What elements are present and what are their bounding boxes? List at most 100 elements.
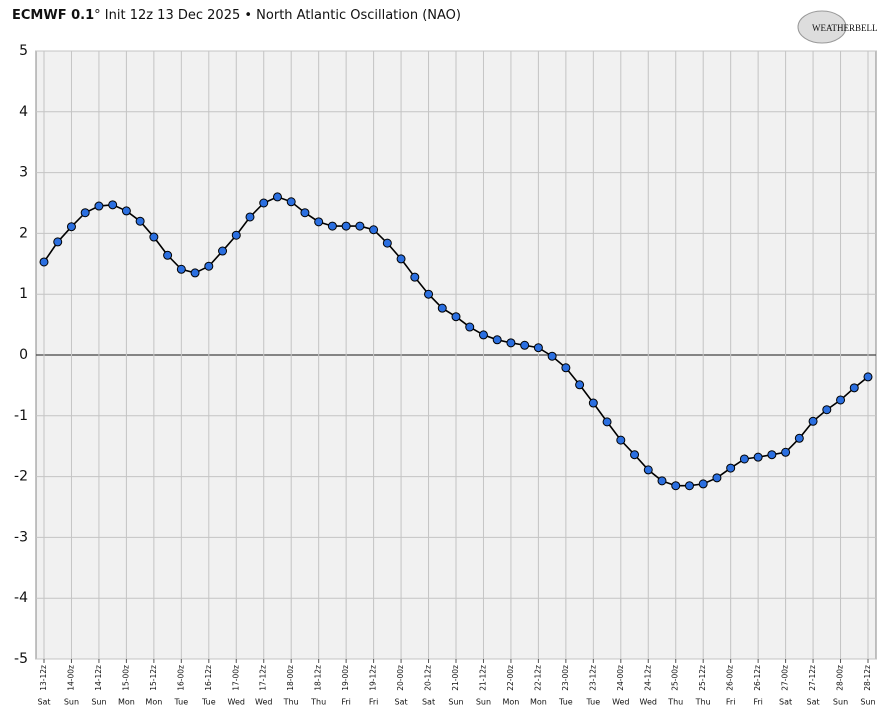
x-tick-label: 28-00z	[836, 665, 845, 691]
day-label: Mon	[145, 698, 162, 707]
data-point	[286, 197, 296, 207]
data-point	[863, 372, 873, 382]
x-tick-label: 20-00z	[396, 665, 405, 691]
x-tick-label: 14-12z	[94, 665, 103, 691]
y-tick-label: 3	[19, 165, 28, 181]
day-label: Tue	[585, 698, 600, 707]
data-point	[272, 192, 282, 202]
data-point	[822, 405, 832, 415]
data-point	[204, 261, 214, 271]
x-tick-label: 13-12z	[39, 665, 48, 691]
day-label: Mon	[502, 698, 519, 707]
x-tick-label: 25-12z	[698, 665, 707, 691]
x-tick-label: 22-12z	[533, 665, 542, 691]
day-label: Tue	[173, 698, 188, 707]
day-label: Sat	[37, 698, 50, 707]
x-tick-label: 21-12z	[478, 665, 487, 691]
data-point	[836, 395, 846, 405]
day-label: Sat	[395, 698, 408, 707]
day-label: Sun	[91, 698, 106, 707]
data-point	[465, 322, 475, 332]
data-point	[245, 212, 255, 222]
day-label: Wed	[228, 698, 245, 707]
day-label: Tue	[558, 698, 573, 707]
day-label: Mon	[118, 698, 135, 707]
day-label: Fri	[341, 698, 351, 707]
day-label: Thu	[283, 698, 299, 707]
data-point	[396, 254, 406, 264]
day-label: Mon	[530, 698, 547, 707]
chart-title: ECMWF 0.1° Init 12z 13 Dec 2025 • North …	[12, 8, 461, 23]
data-point	[808, 416, 818, 426]
day-label: Wed	[640, 698, 657, 707]
data-point	[547, 351, 557, 361]
data-point	[753, 452, 763, 462]
data-point	[355, 221, 365, 231]
x-tick-label: 27-00z	[781, 665, 790, 691]
x-tick-label: 23-12z	[588, 665, 597, 691]
data-point	[39, 257, 49, 267]
day-label: Sun	[448, 698, 463, 707]
logo-mark	[797, 10, 847, 44]
x-tick-label: 22-00z	[506, 665, 515, 691]
x-tick-label: 25-00z	[671, 665, 680, 691]
data-point	[616, 435, 626, 445]
data-point	[424, 289, 434, 299]
x-tick-label: 15-12z	[149, 665, 158, 691]
data-point	[506, 338, 516, 348]
data-point	[314, 217, 324, 227]
data-point	[259, 198, 269, 208]
y-tick-label: 2	[19, 225, 28, 241]
x-tick-label: 17-00z	[231, 665, 240, 691]
day-label: Sat	[807, 698, 820, 707]
data-point	[163, 250, 173, 260]
y-tick-label: 4	[19, 104, 28, 120]
data-point	[94, 201, 104, 211]
day-label: Thu	[667, 698, 683, 707]
y-tick-label: 5	[19, 43, 28, 59]
data-point	[698, 479, 708, 489]
x-tick-label: 23-00z	[561, 665, 570, 691]
day-label: Sun	[476, 698, 491, 707]
x-tick-label: 26-00z	[726, 665, 735, 691]
x-tick-label: 16-12z	[204, 665, 213, 691]
x-tick-label: 20-12z	[424, 665, 433, 691]
day-label: Fri	[369, 698, 379, 707]
day-label: Thu	[310, 698, 326, 707]
y-tick-label: 0	[19, 347, 28, 363]
x-tick-label: 27-12z	[808, 665, 817, 691]
data-point	[643, 465, 653, 475]
x-tick-label: 19-12z	[369, 665, 378, 691]
data-point	[739, 454, 749, 464]
data-point	[726, 463, 736, 473]
x-tick-label: 24-12z	[643, 665, 652, 691]
data-point	[684, 481, 694, 491]
title-model: ECMWF 0.1	[12, 8, 94, 23]
data-point	[218, 246, 228, 256]
data-point	[190, 268, 200, 278]
data-point	[53, 237, 63, 247]
day-label: Sun	[64, 698, 79, 707]
x-tick-label: 18-00z	[286, 665, 295, 691]
x-tick-label: 14-00z	[66, 665, 75, 691]
day-label: Sun	[833, 698, 848, 707]
day-label: Fri	[753, 698, 763, 707]
data-point	[410, 272, 420, 282]
x-tick-label: 15-00z	[121, 665, 130, 691]
y-tick-label: 1	[19, 286, 28, 302]
data-point	[300, 208, 310, 218]
day-label: Sat	[422, 698, 435, 707]
data-point	[66, 222, 76, 232]
title-rest: ° Init 12z 13 Dec 2025 • North Atlantic …	[94, 8, 461, 23]
data-point	[767, 450, 777, 460]
y-tick-label: -3	[14, 529, 28, 545]
data-point	[135, 216, 145, 226]
y-tick-label: -4	[14, 590, 28, 606]
data-point	[327, 221, 337, 231]
data-point	[602, 417, 612, 427]
data-point	[630, 450, 640, 460]
data-point	[849, 383, 859, 393]
data-point	[176, 264, 186, 274]
logo-text: WEATHERBELL	[812, 23, 878, 33]
x-tick-label: 16-00z	[176, 665, 185, 691]
